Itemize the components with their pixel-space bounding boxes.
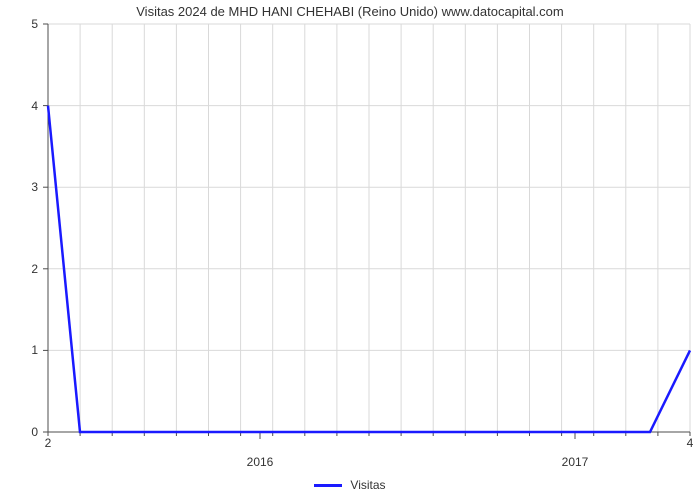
legend-label: Visitas xyxy=(350,478,385,492)
y-tick-label: 4 xyxy=(31,99,38,113)
legend-item-visitas: Visitas xyxy=(314,478,385,492)
x-tick-label: 2016 xyxy=(247,455,274,469)
legend-swatch xyxy=(314,484,342,487)
x-tick-label: 2017 xyxy=(562,455,589,469)
chart-container: Visitas 2024 de MHD HANI CHEHABI (Reino … xyxy=(0,0,700,500)
y-tick-label: 3 xyxy=(31,180,38,194)
legend: Visitas xyxy=(0,474,700,493)
y-tick-label: 0 xyxy=(31,425,38,439)
x-bottom-label: 4 xyxy=(687,436,694,450)
y-tick-label: 5 xyxy=(31,17,38,31)
x-bottom-label: 2 xyxy=(45,436,52,450)
y-tick-label: 1 xyxy=(31,343,38,357)
y-tick-label: 2 xyxy=(31,262,38,276)
chart-svg xyxy=(0,0,700,500)
